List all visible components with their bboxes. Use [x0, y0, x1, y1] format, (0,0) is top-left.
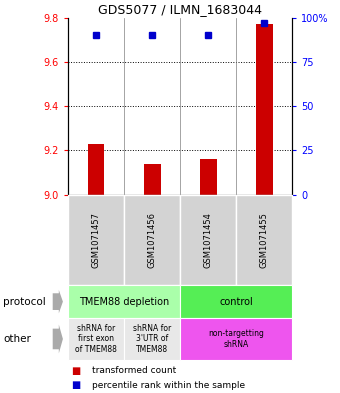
Text: TMEM88 depletion: TMEM88 depletion: [79, 297, 169, 307]
Text: GSM1071455: GSM1071455: [260, 212, 269, 268]
Bar: [144, 163, 160, 195]
Text: shRNA for
first exon
of TMEM88: shRNA for first exon of TMEM88: [75, 324, 117, 354]
Bar: [88, 144, 104, 195]
Text: shRNA for
3'UTR of
TMEM88: shRNA for 3'UTR of TMEM88: [133, 324, 171, 354]
Text: GSM1071456: GSM1071456: [148, 212, 157, 268]
Bar: [200, 159, 217, 195]
Text: GSM1071454: GSM1071454: [204, 212, 213, 268]
Text: ■: ■: [71, 365, 81, 376]
Text: ■: ■: [71, 380, 81, 390]
Title: GDS5077 / ILMN_1683044: GDS5077 / ILMN_1683044: [98, 4, 262, 17]
Text: percentile rank within the sample: percentile rank within the sample: [92, 381, 245, 389]
Bar: [256, 24, 273, 195]
Text: protocol: protocol: [3, 297, 46, 307]
Text: GSM1071457: GSM1071457: [91, 212, 101, 268]
Text: non-targetting
shRNA: non-targetting shRNA: [208, 329, 264, 349]
Text: control: control: [219, 297, 253, 307]
Text: transformed count: transformed count: [92, 366, 176, 375]
Text: other: other: [3, 334, 31, 344]
